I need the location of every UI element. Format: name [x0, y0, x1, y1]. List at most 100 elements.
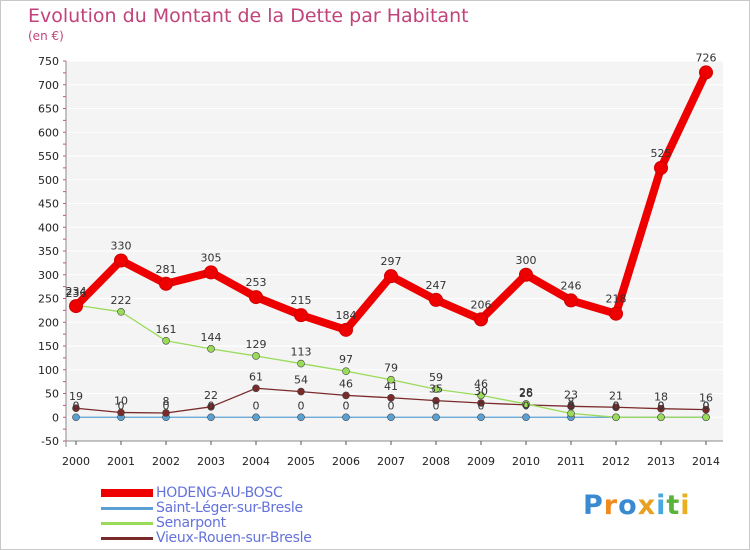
- data-point: [387, 375, 395, 384]
- data-point: [207, 345, 215, 353]
- data-point: [522, 400, 530, 408]
- proxiti-logo: Proxiti: [583, 490, 691, 521]
- data-label: 46: [339, 377, 353, 390]
- data-label: 30: [474, 385, 488, 398]
- data-point: [477, 413, 485, 422]
- data-label: 129: [246, 338, 267, 351]
- data-point: [342, 413, 350, 422]
- data-label: 0: [568, 399, 575, 412]
- data-point: [654, 160, 668, 175]
- data-label: 0: [388, 399, 395, 412]
- data-label: 16: [699, 392, 713, 405]
- data-label: 222: [111, 294, 132, 307]
- data-label: 19: [69, 390, 83, 403]
- data-label: 79: [384, 362, 398, 375]
- data-label: 300: [516, 254, 537, 267]
- data-label: 35: [429, 383, 443, 396]
- legend-swatch: [101, 489, 153, 497]
- data-label: 0: [118, 399, 125, 412]
- x-tick-label: 2012: [602, 455, 630, 468]
- data-label: 18: [654, 391, 668, 404]
- x-tick-label: 2007: [377, 455, 405, 468]
- data-label: 0: [523, 399, 530, 412]
- data-point: [159, 276, 173, 291]
- data-point: [252, 352, 260, 360]
- data-point: [522, 413, 530, 422]
- x-tick-label: 2008: [422, 455, 450, 468]
- data-label: 10: [114, 395, 128, 408]
- data-point: [117, 307, 125, 316]
- x-tick-label: 2011: [557, 455, 585, 468]
- y-tick-label: 650: [38, 103, 59, 116]
- x-tick-label: 2000: [62, 455, 90, 468]
- y-tick-label: 550: [38, 150, 59, 163]
- data-label: 0: [703, 399, 710, 412]
- data-point: [72, 413, 80, 422]
- y-tick-label: 50: [45, 388, 59, 401]
- y-tick-label: 0: [52, 411, 59, 424]
- chart-title: Evolution du Montant de la Dette par Hab…: [28, 5, 469, 27]
- data-label: 0: [253, 399, 260, 412]
- data-label: 8: [163, 395, 170, 408]
- data-label: 234: [66, 285, 87, 298]
- data-label: 218: [606, 293, 627, 306]
- data-point: [432, 413, 440, 422]
- data-point: [342, 391, 350, 400]
- data-label: 113: [291, 346, 312, 359]
- logo-letter: P: [583, 490, 604, 521]
- data-point: [252, 413, 260, 422]
- data-label: 61: [249, 370, 263, 383]
- y-tick-label: 400: [38, 221, 59, 234]
- data-point: [609, 306, 623, 321]
- data-label: 0: [433, 399, 440, 412]
- x-tick-label: 2013: [647, 455, 675, 468]
- y-tick-label: -50: [41, 435, 59, 448]
- data-label: 525: [651, 147, 672, 160]
- y-tick-label: 750: [38, 55, 59, 68]
- data-point: [342, 367, 350, 375]
- data-point: [249, 290, 263, 305]
- data-point: [204, 265, 218, 280]
- data-point: [297, 359, 305, 368]
- data-point: [294, 308, 308, 323]
- x-tick-label: 2004: [242, 455, 270, 468]
- data-label: 41: [384, 380, 398, 393]
- y-tick-label: 500: [38, 174, 59, 187]
- data-point: [339, 322, 353, 337]
- data-label: 0: [703, 399, 710, 412]
- data-point: [384, 269, 398, 284]
- data-label: 28: [519, 386, 533, 399]
- legend-swatch: [101, 507, 153, 510]
- data-label: 0: [478, 399, 485, 412]
- y-tick-label: 350: [38, 245, 59, 258]
- data-point: [612, 413, 620, 422]
- data-label: 247: [426, 279, 447, 292]
- data-point: [162, 336, 170, 345]
- data-point: [207, 402, 215, 411]
- y-tick-label: 150: [38, 340, 59, 353]
- data-point: [432, 396, 440, 405]
- data-point: [69, 299, 83, 314]
- x-tick-label: 2014: [692, 455, 720, 468]
- y-tick-label: 200: [38, 316, 59, 329]
- data-point: [387, 413, 395, 422]
- data-point: [699, 65, 713, 80]
- data-label: 0: [73, 399, 80, 412]
- data-point: [702, 405, 710, 414]
- data-point: [432, 385, 440, 394]
- data-label: 0: [343, 399, 350, 412]
- data-point: [519, 267, 533, 282]
- logo-letter: i: [656, 490, 667, 521]
- data-point: [564, 293, 578, 308]
- data-label: 0: [658, 399, 665, 412]
- legend-swatch: [101, 537, 153, 540]
- y-tick-label: 250: [38, 293, 59, 306]
- legend-label: HODENG-AU-BOSC: [156, 485, 283, 501]
- data-label: 236: [66, 287, 87, 300]
- data-label: 281: [156, 263, 177, 276]
- data-label: 184: [336, 309, 357, 322]
- data-label: 22: [204, 389, 218, 402]
- data-point: [72, 404, 80, 413]
